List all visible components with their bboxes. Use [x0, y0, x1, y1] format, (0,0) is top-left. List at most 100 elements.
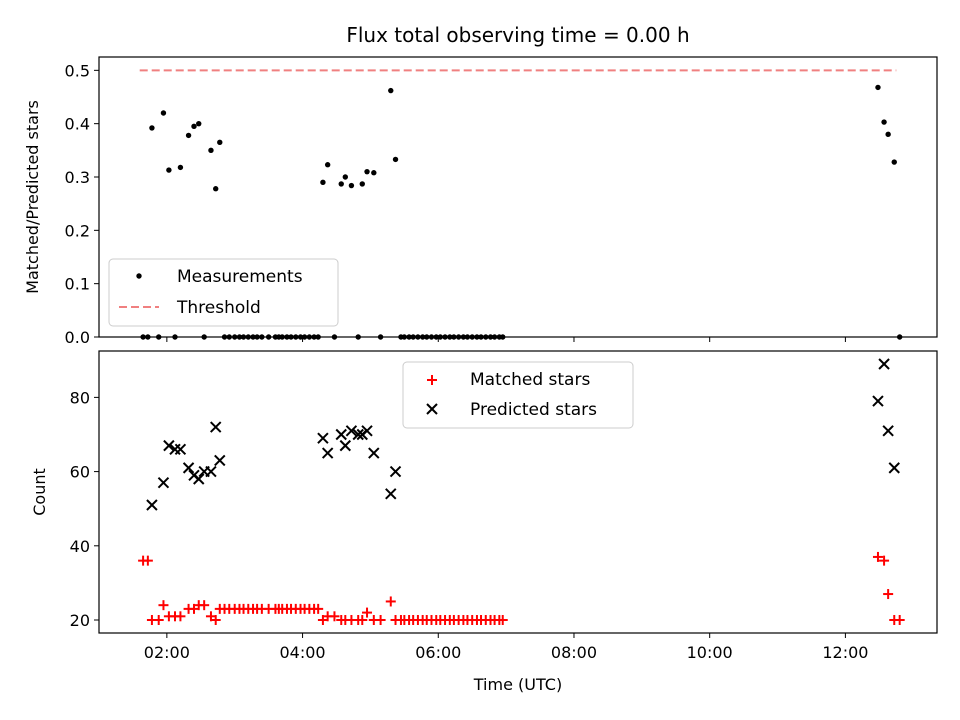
- matched-stars-point: [313, 603, 324, 614]
- measurement-point: [371, 170, 377, 176]
- matched-stars-point: [357, 615, 368, 626]
- measurement-point: [191, 123, 197, 130]
- matched-stars-point: [175, 611, 186, 622]
- x-tick-label: 12:00: [822, 643, 868, 662]
- top-y-ticks: 0.0 0.1 0.2 0.3 0.4 0.5: [65, 61, 99, 347]
- measurement-point: [166, 167, 172, 173]
- matched-stars-point: [199, 600, 210, 611]
- top-legend-box: [108, 258, 339, 327]
- matched-stars-point: [385, 596, 396, 607]
- y-tick-label: 80: [70, 388, 90, 407]
- predicted-stars-point: [872, 395, 884, 407]
- top-axes: 0.0 0.1 0.2 0.3 0.4 0.5 Matched/Predicted sta…: [23, 56, 938, 347]
- measurement-point: [338, 181, 344, 187]
- matched-stars-legend-marker: [427, 375, 437, 385]
- matched-stars-point: [497, 615, 508, 626]
- y-tick-label: 0.3: [65, 168, 90, 187]
- predicted-stars-point: [361, 425, 373, 437]
- predicted-stars-legend-label: Predicted stars: [470, 400, 597, 420]
- predicted-stars-point: [339, 439, 352, 452]
- matched-stars-point: [872, 551, 883, 562]
- y-tick-label: 0.2: [65, 221, 90, 240]
- bottom-plot-area: [138, 358, 905, 626]
- bottom-y-axis-label: Count: [30, 468, 49, 516]
- x-tick-label: 02:00: [144, 643, 190, 662]
- measurements-legend-label: Measurements: [177, 267, 303, 287]
- x-tick-label: 10:00: [687, 643, 733, 662]
- threshold-legend-label: Threshold: [176, 298, 261, 318]
- x-tick-label: 08:00: [551, 643, 597, 662]
- measurement-point: [320, 179, 326, 186]
- measurement-point: [885, 131, 891, 138]
- y-tick-label: 0.5: [65, 61, 90, 80]
- bottom-x-ticks: 02:00 04:00 06:00 08:00 10:00 12:00: [144, 633, 868, 662]
- matched-stars-point: [210, 615, 221, 626]
- bottom-legend-box: [402, 361, 634, 429]
- measurement-point: [342, 174, 349, 180]
- predicted-stars-point: [210, 421, 222, 433]
- measurement-point: [364, 168, 370, 175]
- matched-stars-point: [142, 555, 153, 566]
- bottom-y-ticks: 20 40 60 80: [70, 388, 99, 630]
- y-tick-label: 0.4: [65, 115, 90, 134]
- y-tick-label: 40: [70, 537, 90, 556]
- predicted-stars-point: [146, 499, 158, 511]
- measurement-point: [149, 125, 155, 131]
- measurement-point: [359, 181, 365, 187]
- predicted-stars-point: [345, 425, 358, 437]
- matched-stars-point: [158, 600, 169, 611]
- predicted-stars-point: [193, 473, 205, 485]
- bottom-legend: Matched stars Predicted stars: [402, 361, 634, 429]
- measurement-point: [196, 120, 202, 127]
- predicted-stars-point: [182, 462, 195, 474]
- measurement-point: [217, 139, 223, 146]
- measurements-legend-marker: [136, 273, 142, 279]
- y-tick-label: 20: [70, 611, 90, 630]
- y-tick-label: 0.1: [65, 275, 90, 294]
- predicted-stars-point: [214, 454, 226, 467]
- top-y-axis-label: Matched/Predicted stars: [23, 100, 42, 294]
- measurement-point: [392, 156, 399, 163]
- matched-stars-point: [375, 615, 386, 626]
- predicted-stars-point: [321, 447, 334, 459]
- predicted-stars-point: [352, 428, 364, 441]
- measurement-point: [185, 132, 192, 139]
- measurement-point: [160, 110, 167, 116]
- predicted-stars-point: [878, 358, 890, 370]
- predicted-stars-series: [146, 358, 900, 511]
- top-axes-frame: [98, 56, 938, 338]
- top-x-ticks: [166, 337, 846, 342]
- measurement-point: [388, 87, 394, 94]
- predicted-stars-point: [163, 439, 175, 452]
- matched-stars-point: [329, 611, 340, 622]
- predicted-stars-point: [385, 488, 397, 500]
- chart-title: Flux total observing time = 0.00 h: [346, 23, 689, 47]
- measurement-point: [208, 147, 214, 154]
- predicted-stars-point: [882, 425, 894, 437]
- top-legend: Measurements Threshold: [108, 258, 339, 327]
- predicted-stars-point: [317, 432, 329, 444]
- x-tick-label: 04:00: [280, 643, 326, 662]
- matched-stars-point: [153, 615, 164, 626]
- matched-stars-point: [883, 589, 894, 600]
- y-tick-label: 60: [70, 463, 90, 482]
- measurement-point: [177, 164, 184, 171]
- bottom-axes-frame: [98, 350, 938, 634]
- measurement-point: [348, 182, 355, 189]
- measurement-point: [891, 159, 897, 165]
- predicted-stars-point: [368, 447, 380, 459]
- matched-stars-point: [362, 607, 373, 618]
- predicted-stars-point: [389, 465, 402, 478]
- matched-stars-legend-label: Matched stars: [470, 370, 590, 390]
- y-tick-label: 0.0: [65, 328, 90, 347]
- predicted-stars-point: [888, 462, 900, 474]
- measurement-point: [213, 186, 219, 192]
- measurement-point: [881, 119, 887, 125]
- predicted-stars-legend-marker: [426, 403, 438, 415]
- matched-stars-point: [879, 555, 890, 566]
- predicted-stars-point: [157, 477, 170, 489]
- measurement-point: [875, 84, 881, 91]
